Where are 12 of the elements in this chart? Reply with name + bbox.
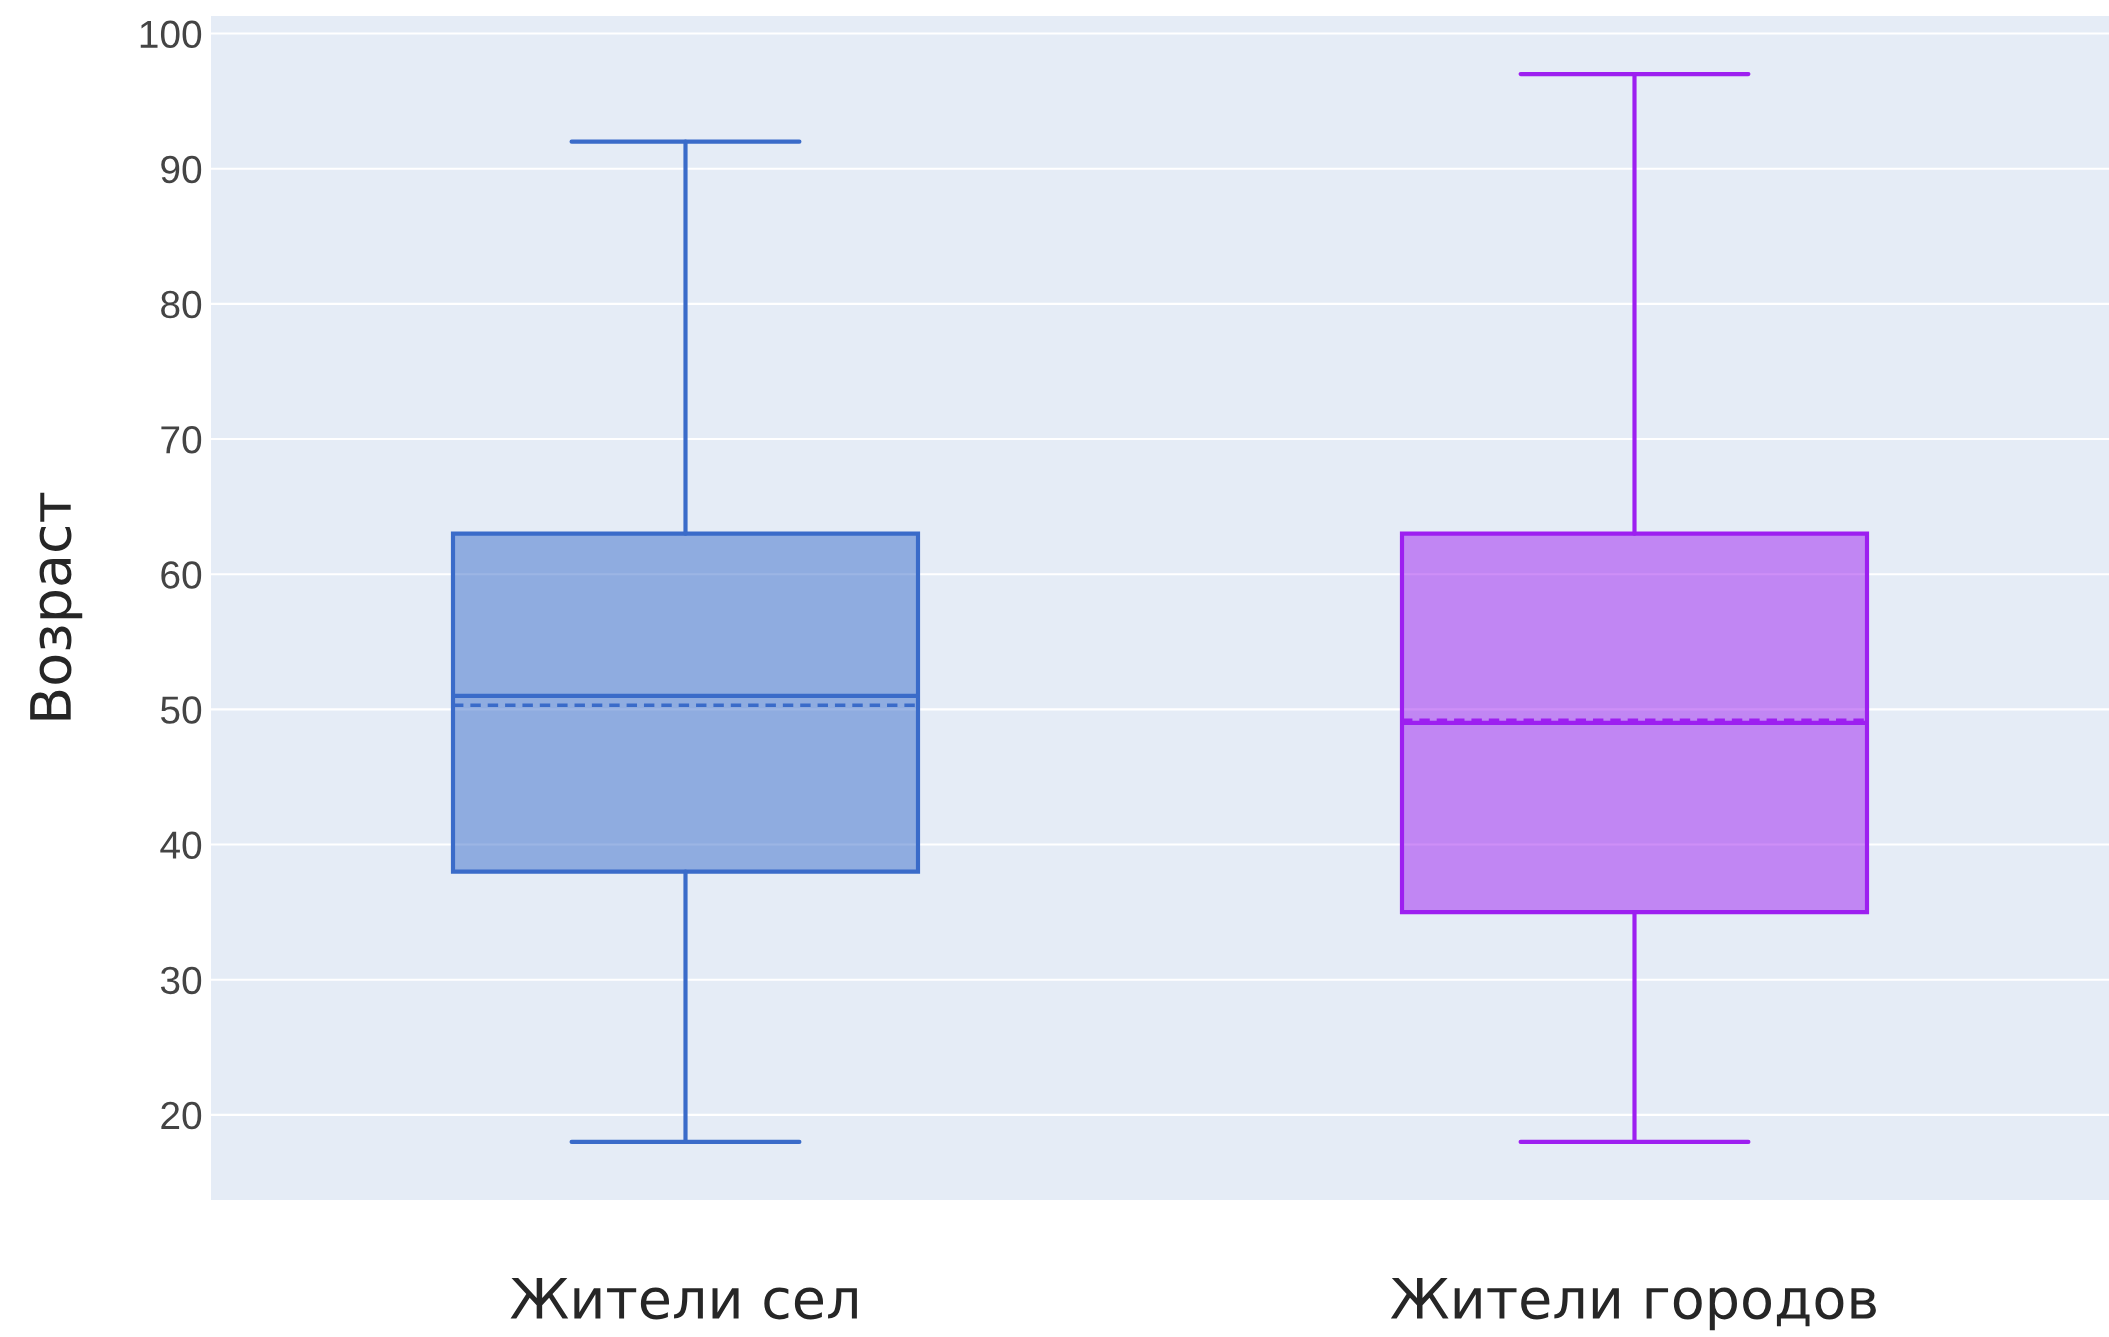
y-tick-label: 90 <box>161 155 202 184</box>
y-tick-label: 100 <box>140 20 202 49</box>
y-tick-label: 80 <box>161 290 202 319</box>
y-tick-label: 20 <box>161 1101 202 1130</box>
x-tick-label: Жители сел <box>510 1278 857 1320</box>
x-tick-label: Жители городов <box>1390 1278 1876 1331</box>
y-tick-label: 70 <box>161 425 202 454</box>
y-tick-label: 30 <box>160 966 202 995</box>
y-tick-label: 50 <box>160 696 202 724</box>
y-tick-label: 40 <box>160 831 202 859</box>
y-tick-label: 60 <box>161 561 202 589</box>
y-axis-title: Возраст <box>30 492 83 720</box>
